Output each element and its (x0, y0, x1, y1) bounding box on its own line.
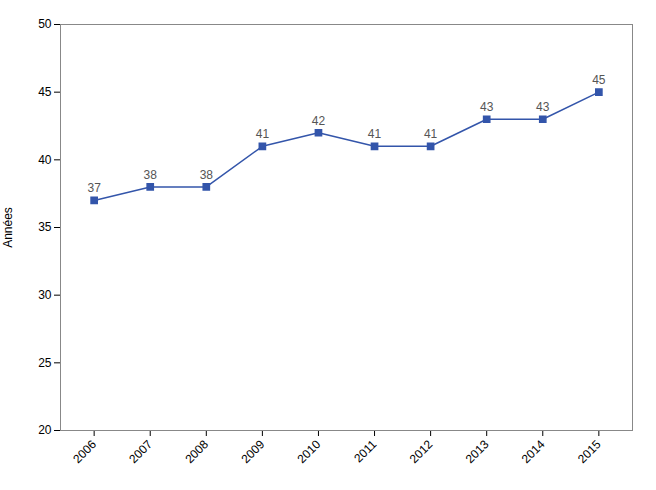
svg-text:50: 50 (38, 17, 52, 31)
svg-text:38: 38 (200, 168, 214, 182)
svg-text:42: 42 (312, 114, 326, 128)
svg-text:41: 41 (424, 127, 438, 141)
svg-text:43: 43 (536, 100, 550, 114)
svg-text:41: 41 (368, 127, 382, 141)
svg-text:2009: 2009 (238, 437, 267, 466)
svg-text:Années: Années (1, 207, 15, 248)
svg-text:30: 30 (38, 288, 52, 302)
svg-text:2010: 2010 (295, 437, 324, 466)
svg-text:2013: 2013 (463, 437, 492, 466)
svg-text:2011: 2011 (351, 437, 379, 465)
svg-text:40: 40 (38, 153, 52, 167)
svg-text:2014: 2014 (519, 437, 548, 466)
svg-text:2008: 2008 (182, 437, 211, 466)
svg-text:25: 25 (38, 356, 52, 370)
svg-text:2006: 2006 (70, 437, 99, 466)
svg-text:35: 35 (38, 220, 52, 234)
svg-text:2012: 2012 (407, 437, 436, 466)
svg-text:20: 20 (38, 423, 52, 437)
svg-text:2007: 2007 (126, 437, 155, 466)
svg-text:45: 45 (592, 73, 606, 87)
svg-text:43: 43 (480, 100, 494, 114)
svg-text:37: 37 (87, 181, 101, 195)
svg-text:38: 38 (144, 168, 158, 182)
svg-text:45: 45 (38, 85, 52, 99)
svg-text:2015: 2015 (575, 437, 604, 466)
svg-text:41: 41 (256, 127, 270, 141)
